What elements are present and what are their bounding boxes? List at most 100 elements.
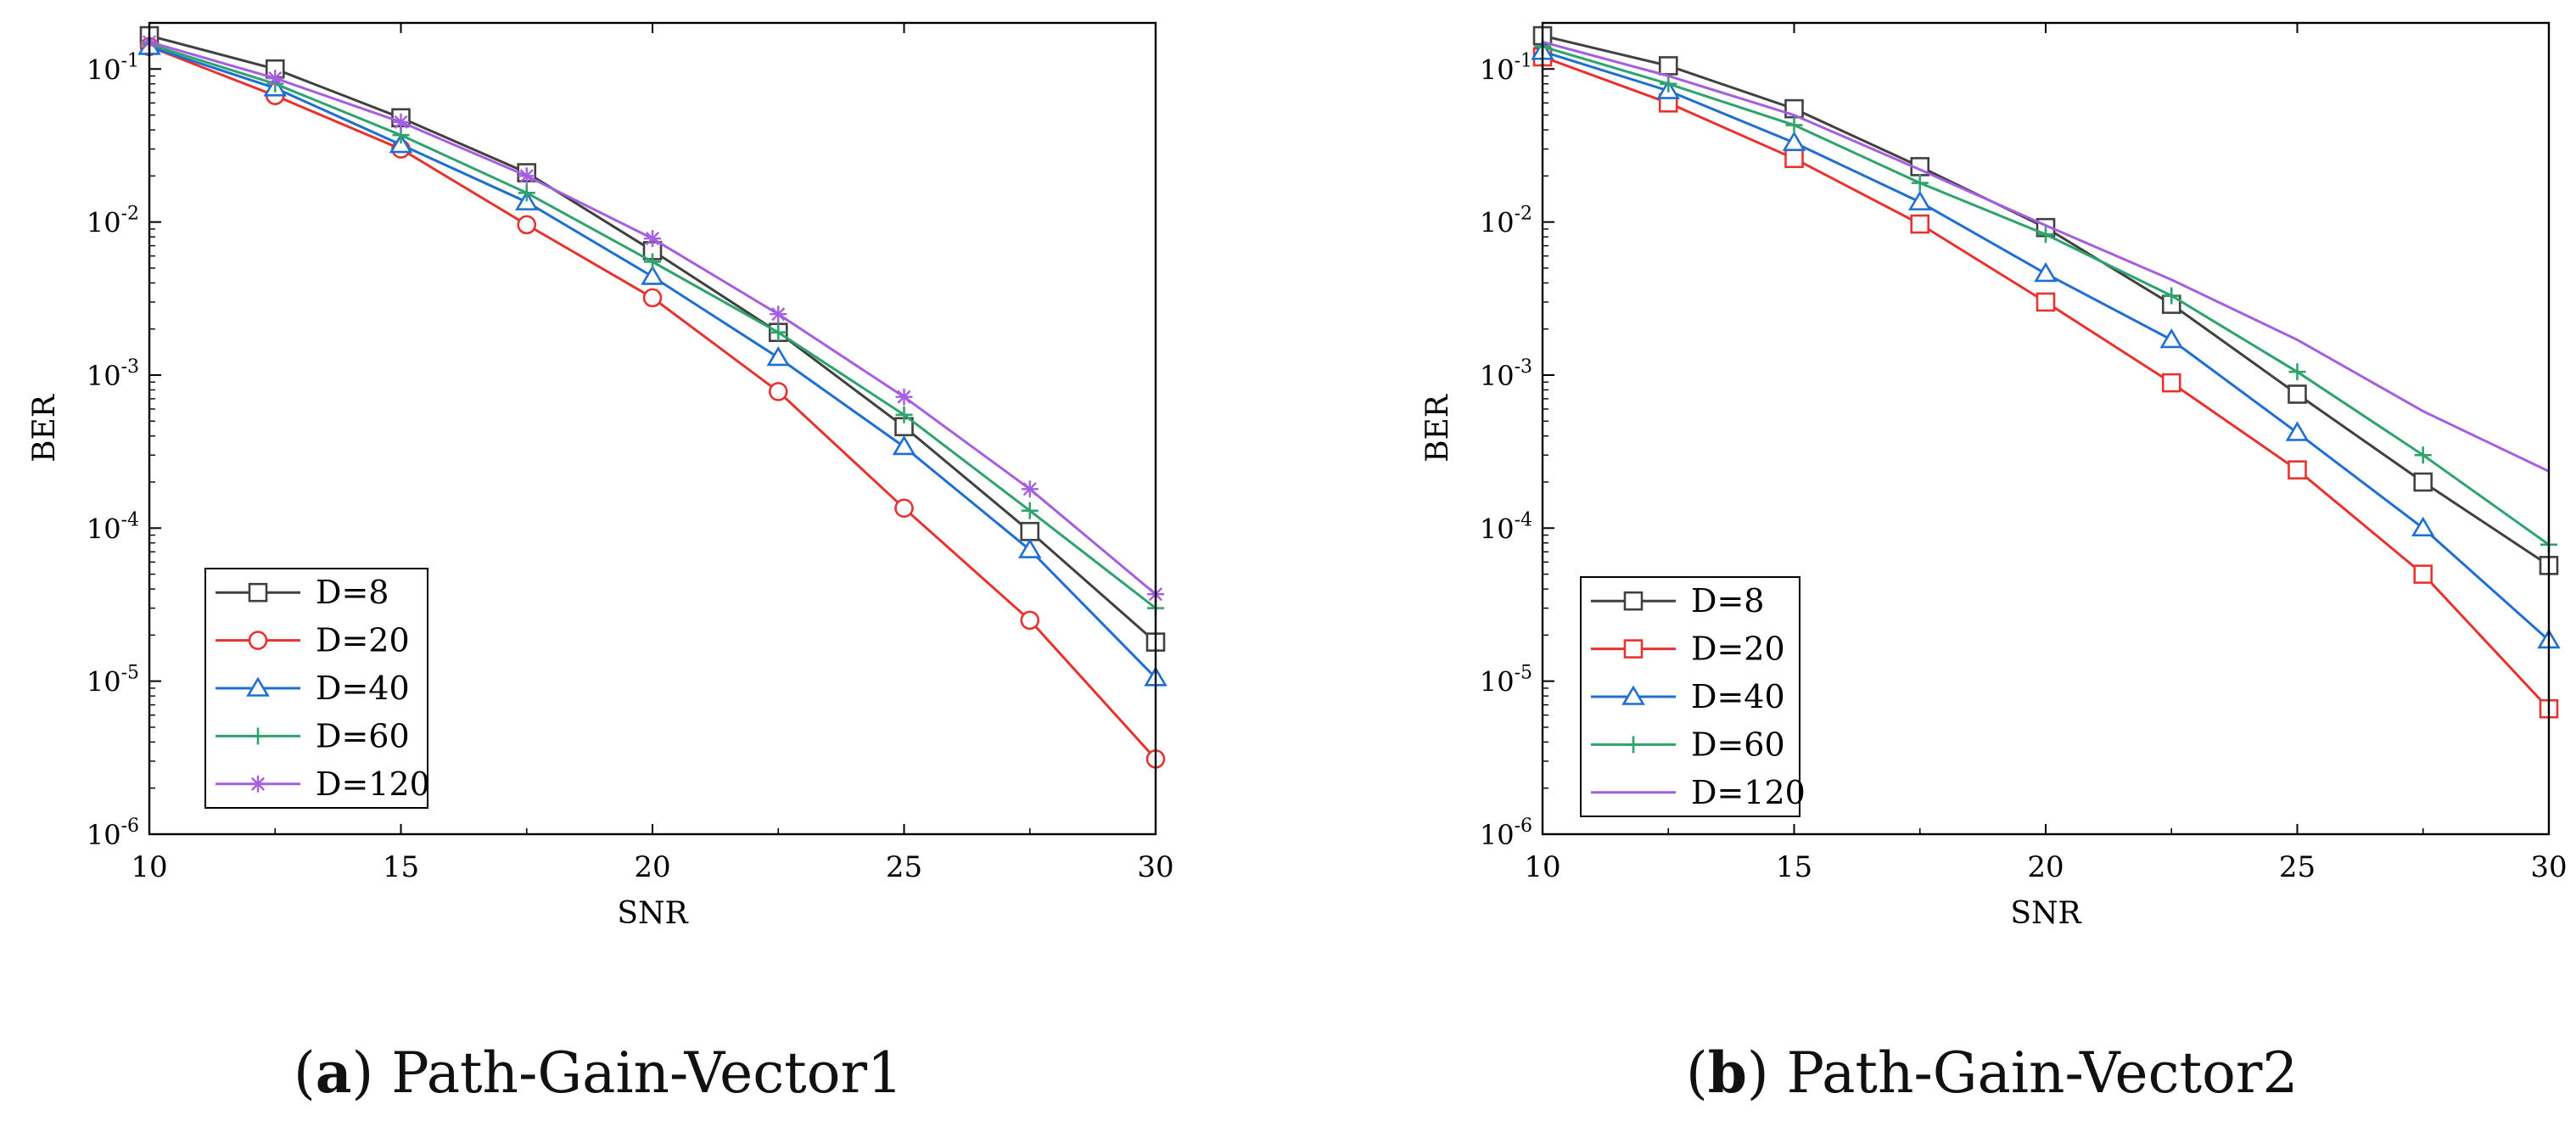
data-point xyxy=(2163,287,2181,305)
data-point xyxy=(766,345,791,367)
legend-marker xyxy=(1625,736,1642,754)
series-line xyxy=(149,34,1156,643)
legend-label: D=20 xyxy=(1691,631,1785,668)
data-point xyxy=(517,215,537,235)
legend-label: D=120 xyxy=(1691,774,1806,811)
legend: D=8 D=20 D=40 D=60 D=120 xyxy=(1580,576,1806,817)
data-point xyxy=(641,265,664,285)
legend-label: D=8 xyxy=(316,574,389,611)
data-point xyxy=(770,323,787,341)
data-point xyxy=(1782,131,1806,151)
legend-label: D=60 xyxy=(316,717,410,754)
data-point xyxy=(770,306,787,323)
data-point xyxy=(2413,564,2433,584)
data-point xyxy=(1021,480,1039,498)
data-point xyxy=(2037,226,2054,244)
series-d60 xyxy=(141,36,1164,617)
legend-marker xyxy=(1621,685,1645,705)
data-point xyxy=(389,132,413,154)
data-point xyxy=(2036,292,2056,312)
data-point xyxy=(1021,502,1039,519)
series-d120 xyxy=(1543,41,2549,473)
data-point xyxy=(266,70,284,87)
data-point xyxy=(1660,75,1677,92)
y-tick-label: 10-5 xyxy=(1480,663,1532,698)
legend-marker xyxy=(246,676,270,697)
y-tick-label: 10-3 xyxy=(87,356,139,392)
data-point xyxy=(2288,460,2307,480)
x-tick-label: 10 xyxy=(1524,850,1560,884)
chart-b: 10 15 20 25 30 10-1 10-2 10-3 10-4 10-5 10-6 SNR BER… xyxy=(1420,21,2568,931)
legend-label: D=60 xyxy=(1691,726,1785,763)
legend-marker xyxy=(249,727,266,745)
legend-label: D=8 xyxy=(1691,582,1764,619)
data-point xyxy=(2414,446,2432,464)
legend-marker xyxy=(248,582,268,603)
x-tick-label: 30 xyxy=(1137,850,1173,884)
y-axis-label: BER xyxy=(27,394,62,462)
data-point xyxy=(1020,522,1040,541)
x-axis-label: SNR xyxy=(2010,896,2081,931)
legend-label: D=40 xyxy=(316,670,410,707)
y-tick-label: 10-2 xyxy=(87,204,139,239)
y-tick-label: 10-3 xyxy=(1480,356,1532,392)
y-tick-label: 10-6 xyxy=(87,816,139,851)
data-point xyxy=(1785,116,1803,134)
data-point xyxy=(1020,610,1040,631)
legend-label: D=40 xyxy=(1691,678,1785,715)
data-point xyxy=(1910,214,1930,234)
caption-b: (b) Path-Gain-Vector2 xyxy=(1686,1040,2299,1106)
x-tick-label: 10 xyxy=(131,850,167,884)
data-point xyxy=(392,113,410,131)
legend-marker xyxy=(248,631,268,650)
y-tick-label: 10-1 xyxy=(87,50,139,86)
data-point xyxy=(895,406,913,423)
y-tick-label: 10-1 xyxy=(1480,50,1532,86)
y-tick-label: 10-6 xyxy=(1480,816,1532,851)
series-d8 xyxy=(139,25,1166,652)
data-point xyxy=(1911,174,1929,192)
legend-label: D=20 xyxy=(316,622,410,659)
x-tick-label: 20 xyxy=(2027,850,2064,884)
data-point xyxy=(518,167,535,185)
legend-label: D=120 xyxy=(316,765,430,803)
legend-marker xyxy=(249,775,266,793)
data-point xyxy=(1658,56,1678,76)
series-line xyxy=(1543,41,2549,473)
x-tick-label: 15 xyxy=(383,850,419,884)
series-line xyxy=(149,42,1156,609)
x-tick-label: 25 xyxy=(886,850,922,884)
y-tick-label: 10-4 xyxy=(1480,509,1532,545)
x-tick-label: 15 xyxy=(1776,850,1812,884)
data-point xyxy=(1017,538,1042,558)
legend: D=8 D=20 D=40 D=60 D=120 xyxy=(204,568,430,809)
y-tick-label: 10-4 xyxy=(87,509,139,545)
data-point xyxy=(2034,261,2058,283)
data-point xyxy=(894,498,914,519)
x-tick-label: 30 xyxy=(2530,850,2567,884)
data-point xyxy=(644,253,661,271)
series-d120 xyxy=(141,33,1164,603)
data-point xyxy=(1907,190,1932,210)
data-point xyxy=(2285,421,2310,441)
series-d40 xyxy=(1531,40,2561,649)
y-tick-label: 10-5 xyxy=(87,663,139,698)
legend-marker xyxy=(1623,591,1644,611)
data-point xyxy=(2413,472,2433,492)
x-tick-label: 20 xyxy=(634,850,670,884)
data-point xyxy=(1784,149,1804,169)
x-tick-label: 25 xyxy=(2279,850,2316,884)
data-point xyxy=(2411,516,2435,537)
data-point xyxy=(2288,384,2307,404)
data-point xyxy=(2161,373,2181,393)
legend-marker xyxy=(1623,639,1644,659)
data-point xyxy=(895,388,913,406)
chart-a: 10 15 20 25 30 10-1 10-2 10-3 10-4 10-5 10-6 SNR BER… xyxy=(27,21,1174,931)
y-tick-label: 10-2 xyxy=(1480,204,1532,239)
x-axis-label: SNR xyxy=(617,896,688,931)
data-point xyxy=(644,230,661,248)
caption-a: (a) Path-Gain-Vector1 xyxy=(294,1040,903,1106)
data-point xyxy=(2288,363,2306,381)
data-point xyxy=(642,288,663,308)
